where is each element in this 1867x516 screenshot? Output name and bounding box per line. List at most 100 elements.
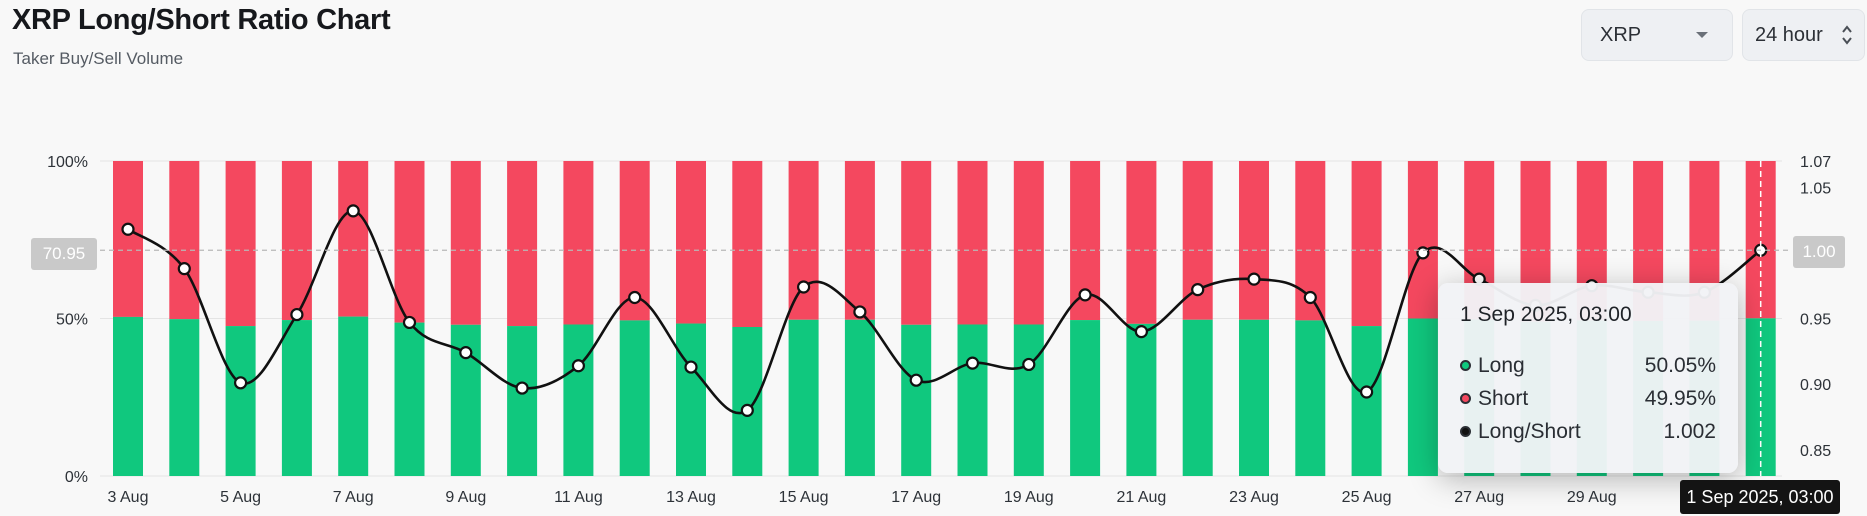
page-title: XRP Long/Short Ratio Chart: [12, 4, 391, 36]
ratio-point: [177, 262, 191, 276]
long-bar: [1295, 320, 1326, 476]
ratio-point: [1022, 357, 1036, 372]
x-tick-label: 3 Aug: [108, 489, 149, 506]
long-bar: [281, 320, 312, 476]
long-bar: [901, 324, 932, 476]
long-bar: [1351, 326, 1382, 476]
long-bar: [732, 327, 763, 476]
short-bar: [1407, 161, 1438, 319]
y-right-tick-label: 0.85: [1800, 443, 1831, 460]
tooltip-row-ratio: Long/Short 1.002: [1460, 415, 1716, 448]
x-tick-label: 11 Aug: [554, 489, 603, 506]
short-bar: [844, 161, 875, 320]
ratio-point: [1303, 290, 1317, 305]
long-bar: [788, 319, 819, 476]
long-bar: [844, 319, 875, 476]
ratio-point: [628, 290, 642, 305]
x-tick-label: 9 Aug: [445, 489, 486, 506]
y-right-tick-label: 1.07: [1800, 154, 1831, 171]
long-bar: [394, 322, 425, 476]
ratio-point: [1078, 288, 1092, 302]
short-bar: [1013, 161, 1044, 325]
short-bar: [732, 161, 763, 328]
long-bar: [1070, 320, 1101, 476]
ratio-point: [459, 346, 473, 360]
short-dot-icon: [1460, 393, 1471, 404]
ratio-point: [796, 280, 811, 294]
ratio-dot-icon: [1460, 426, 1471, 437]
long-bar: [1239, 319, 1269, 476]
x-tick-label: 15 Aug: [779, 489, 829, 506]
tooltip-value: 50.05%: [1644, 353, 1716, 377]
long-bar: [1182, 319, 1213, 476]
y-right-tick-label: 0.90: [1800, 377, 1831, 394]
long-bar: [1407, 318, 1438, 476]
tooltip-title: 1 Sep 2025, 03:00: [1460, 303, 1632, 326]
long-bar: [507, 326, 538, 476]
x-tick-label: 27 Aug: [1454, 489, 1504, 506]
long-bar: [169, 319, 200, 476]
y-left-tick-label: 50%: [56, 312, 88, 329]
x-tick-label: 13 Aug: [666, 489, 716, 506]
ratio-point: [853, 305, 867, 319]
short-bar: [957, 161, 988, 325]
up-down-chevron-icon: [1842, 25, 1852, 45]
short-bar: [507, 161, 538, 327]
coin-select[interactable]: XRP: [1581, 9, 1733, 61]
x-tick-label: 17 Aug: [891, 489, 941, 506]
long-bar: [1013, 324, 1044, 476]
ratio-point: [1247, 272, 1261, 286]
y-right-tick-label: 1.05: [1800, 180, 1831, 197]
x-tick-label: 29 Aug: [1567, 489, 1617, 506]
long-bar: [1126, 323, 1157, 476]
tooltip-label: Long/Short: [1478, 419, 1581, 443]
tooltip-value: 1.002: [1663, 419, 1716, 443]
ratio-point: [909, 373, 923, 387]
chevron-down-icon: [1696, 32, 1708, 38]
x-tick-label: 19 Aug: [1004, 489, 1054, 506]
long-bar: [619, 320, 650, 476]
x-tick-label: 23 Aug: [1229, 489, 1279, 506]
period-select[interactable]: 24 hour: [1742, 9, 1865, 61]
ratio-point: [1191, 283, 1205, 297]
ratio-point: [234, 376, 248, 390]
short-bar: [225, 161, 256, 327]
y-right-tick-label: 0.95: [1800, 312, 1831, 329]
short-bar: [338, 161, 369, 317]
short-bar: [788, 161, 819, 320]
short-bar: [901, 161, 932, 325]
ratio-point: [1416, 246, 1430, 260]
tooltip-row-short: Short 49.95%: [1460, 382, 1716, 415]
long-dot-icon: [1460, 360, 1471, 371]
short-bar: [1126, 161, 1157, 324]
ratio-point: [346, 204, 360, 218]
long-bar: [563, 324, 594, 476]
tooltip-value: 49.95%: [1644, 386, 1716, 410]
crosshair-left-value: 70.95: [31, 238, 97, 270]
ratio-point: [740, 403, 754, 417]
crosshair-date-label: 1 Sep 2025, 03:00: [1680, 480, 1840, 514]
x-tick-label: 21 Aug: [1116, 489, 1166, 506]
ratio-point: [515, 381, 529, 395]
ratio-point: [1134, 325, 1149, 339]
ratio-point: [684, 360, 698, 374]
long-bar: [113, 316, 143, 476]
y-left-tick-label: 0%: [65, 469, 88, 486]
ratio-point: [571, 359, 586, 373]
long-bar: [338, 316, 369, 476]
short-bar: [394, 161, 425, 323]
tooltip-label: Short: [1478, 386, 1529, 410]
chart-tooltip: 1 Sep 2025, 03:00 Long 50.05% Short 49.9…: [1438, 283, 1738, 473]
short-bar: [450, 161, 481, 325]
y-left-tick-label: 100%: [47, 154, 88, 171]
tooltip-row-long: Long 50.05%: [1460, 349, 1716, 382]
page-subtitle: Taker Buy/Sell Volume: [13, 49, 184, 68]
short-bar: [1239, 161, 1269, 320]
crosshair-right-value: 1.00: [1793, 236, 1845, 268]
ratio-point: [965, 356, 980, 370]
coin-select-value: XRP: [1600, 23, 1642, 46]
ratio-point: [1359, 385, 1374, 399]
short-bar: [676, 161, 706, 324]
short-bar: [1351, 161, 1382, 327]
long-bar: [225, 326, 256, 476]
